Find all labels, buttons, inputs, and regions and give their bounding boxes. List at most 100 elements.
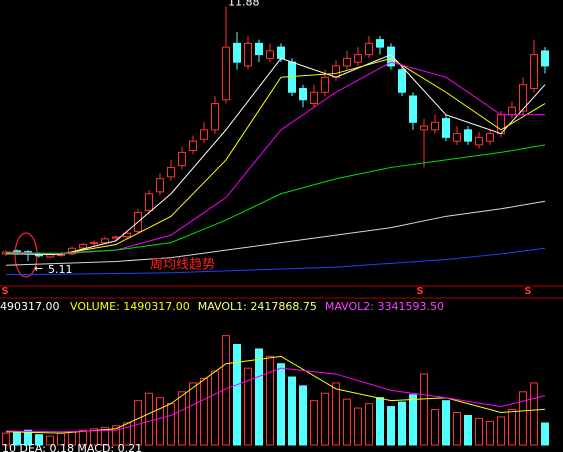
candle-body — [211, 103, 219, 131]
macd-label: 10 DEA: 0.18 MACD: 0.21 — [2, 442, 142, 452]
low-label: 5.11 — [48, 263, 73, 276]
candle-body — [79, 244, 87, 249]
candle-body — [167, 166, 175, 178]
volume-bar — [442, 400, 450, 446]
volume-bar — [321, 392, 329, 446]
candle-body — [200, 129, 208, 140]
candle-body — [541, 50, 549, 67]
volume-bar — [398, 401, 406, 446]
volume-bar — [530, 382, 538, 446]
moving-average — [5, 200, 546, 266]
candle-body — [145, 193, 153, 212]
volume-bar — [134, 400, 142, 446]
candle-body — [189, 140, 197, 152]
high-label: 11.88 — [228, 0, 260, 9]
candle-body — [420, 125, 428, 131]
candle-body — [475, 136, 483, 146]
candle-body — [288, 61, 296, 93]
volume-bar — [178, 391, 186, 446]
candle-body — [101, 238, 109, 244]
candle-body — [255, 42, 263, 56]
candle-body — [409, 95, 417, 123]
candle-body — [233, 42, 241, 63]
volume-bar — [343, 398, 351, 446]
volume-bar — [233, 344, 241, 446]
candle-body — [178, 151, 186, 167]
volume-bar — [156, 397, 164, 446]
moving-average — [5, 247, 546, 276]
volume-panel — [2, 335, 549, 446]
volume-bar — [420, 373, 428, 446]
volume-bar — [46, 435, 54, 446]
candle-body — [376, 39, 384, 48]
candle-body — [530, 54, 538, 89]
volume-bar — [475, 417, 483, 446]
volume-bar — [2, 432, 10, 446]
volume-bar — [541, 422, 549, 446]
volume-label: MAVOL2: 3341593.50 — [325, 300, 444, 313]
candle-body — [508, 106, 516, 116]
candle-body — [90, 242, 98, 245]
candle-body — [321, 76, 329, 93]
volume-bar — [90, 428, 98, 446]
signal-marker: S — [416, 286, 423, 297]
volume-bar — [189, 382, 197, 446]
volume-bar — [211, 370, 219, 446]
volume-bar — [24, 429, 32, 446]
volume-bar — [332, 382, 340, 446]
volume-bar — [266, 355, 274, 446]
volume-bar — [277, 363, 285, 446]
volume-bar — [365, 403, 373, 446]
volume-bar — [35, 434, 43, 446]
candle-body — [442, 118, 450, 138]
candle-body — [332, 65, 340, 78]
moving-average — [5, 54, 546, 256]
volume-bar — [79, 429, 87, 446]
volume-bar — [167, 403, 175, 446]
candle-body — [519, 84, 527, 112]
volume-bar — [497, 416, 505, 446]
volume-bar — [354, 407, 362, 446]
price-panel — [2, 6, 549, 276]
candle-body — [354, 54, 362, 63]
candle-body — [277, 46, 285, 59]
low-arrow: ← — [34, 262, 43, 275]
candle-body — [365, 42, 373, 56]
candle-body — [299, 87, 307, 101]
candle-body — [398, 69, 406, 93]
candle-body — [244, 42, 252, 67]
volume-label: MAVOL1: 2417868.75 — [198, 300, 317, 313]
candle-body — [431, 121, 439, 131]
volume-bar — [123, 422, 131, 446]
volume-bar — [464, 414, 472, 446]
volume-bar — [112, 425, 120, 446]
volume-bar — [376, 397, 384, 446]
candle-body — [266, 50, 274, 59]
annotation: 周均线趋势 — [150, 257, 215, 273]
volume-bar — [200, 378, 208, 446]
volume-bar — [519, 391, 527, 446]
volume-bar — [310, 400, 318, 446]
signal-marker: S — [524, 286, 531, 297]
moving-average — [5, 144, 546, 255]
moving-average — [5, 57, 546, 255]
signal-marker: S — [1, 286, 8, 297]
candle-body — [310, 91, 318, 105]
candle-body — [222, 46, 230, 101]
candle-body — [343, 57, 351, 67]
volume-bar — [288, 376, 296, 446]
candle-body — [112, 236, 120, 239]
volume-header: 490317.00 — [0, 300, 60, 313]
candle-body — [464, 129, 472, 142]
candle-body — [453, 133, 461, 142]
volume-bar — [244, 367, 252, 446]
volume-bar — [409, 394, 417, 446]
volume-bar — [508, 409, 516, 446]
candle-body — [486, 133, 494, 142]
volume-bar — [387, 406, 395, 446]
volume-bar — [453, 411, 461, 446]
volume-label: VOLUME: 1490317.00 — [70, 300, 190, 313]
volume-bar — [486, 420, 494, 446]
volume-bar — [299, 385, 307, 446]
